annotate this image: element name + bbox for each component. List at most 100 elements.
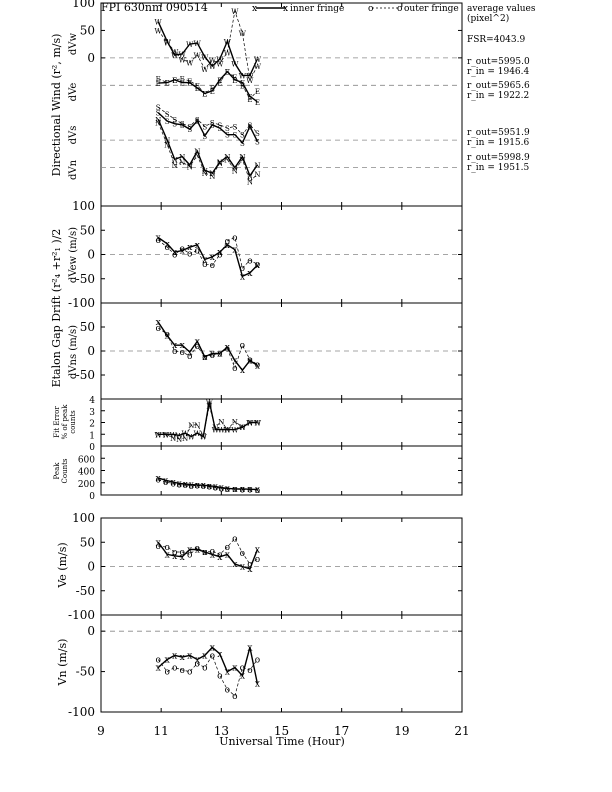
ylabel-dve: dVe — [68, 83, 79, 102]
point-N-inner: N — [194, 148, 200, 156]
point-S-inner: S — [255, 138, 260, 146]
point-outer: o — [183, 481, 188, 491]
point-outer: o — [217, 550, 222, 560]
point-inner: x — [225, 550, 230, 560]
point-S-outer: S — [180, 121, 185, 129]
point-N-inner: N — [209, 170, 215, 178]
point-outer: o — [217, 251, 222, 261]
point-S-outer: S — [225, 125, 230, 133]
ylabel-dvew: dVew (m/s) — [68, 227, 79, 283]
annotation-n-rin: r_in = 1951.5 — [467, 163, 530, 173]
point-N-inner: N — [179, 154, 185, 162]
point-inner: x — [202, 353, 207, 363]
y-tick-label: 200 — [78, 480, 95, 490]
annotation-n: r_out=5998.9 r_in = 1951.5 — [467, 153, 530, 173]
point-outer: o — [155, 655, 160, 665]
point-fit-w: W — [188, 434, 196, 442]
point-outer: o — [247, 256, 252, 266]
point-inner: x — [232, 485, 237, 495]
y-tick-label: 0 — [89, 443, 95, 453]
point-inner: x — [217, 349, 222, 359]
point-outer: o — [247, 560, 252, 570]
point-N-inner: N — [247, 173, 253, 181]
y-tick-label: 600 — [78, 455, 95, 465]
point-S-outer: S — [165, 111, 170, 119]
point-S-inner: S — [172, 121, 177, 129]
point-E-inner: E — [156, 80, 161, 88]
point-fit-n: N — [218, 418, 224, 426]
point-N-outer: N — [224, 156, 230, 164]
point-outer: o — [189, 482, 194, 492]
point-W-inner: W — [155, 19, 163, 27]
point-outer: o — [164, 668, 169, 678]
annotation-e-rout: r_out=5965.6 — [467, 81, 530, 91]
point-S-outer: S — [240, 132, 245, 140]
point-inner: x — [255, 680, 260, 690]
point-W-outer: W — [209, 57, 217, 65]
y-tick-label: 0 — [87, 624, 95, 638]
point-E-outer: E — [255, 88, 260, 96]
point-outer: o — [201, 482, 206, 492]
point-E-inner: E — [232, 77, 237, 85]
point-inner: x — [156, 474, 161, 484]
point-E-inner: E — [217, 77, 222, 85]
point-fit-w: W — [162, 431, 170, 439]
point-S-outer: S — [248, 122, 253, 130]
point-inner: x — [195, 337, 200, 347]
point-outer: o — [240, 341, 245, 351]
ylabel-peak-counts: Counts — [61, 458, 69, 483]
point-fit-n: N — [188, 422, 194, 430]
point-inner: x — [156, 234, 161, 244]
series-line-inner — [157, 236, 258, 278]
point-fit-n: N — [194, 422, 200, 430]
point-S-inner: S — [240, 140, 245, 148]
point-outer: o — [219, 484, 224, 494]
point-S-inner: S — [210, 122, 215, 130]
point-N-inner: N — [202, 167, 208, 175]
point-inner: x — [187, 546, 192, 556]
point-N-inner: N — [254, 162, 260, 170]
point-E-outer: E — [210, 85, 215, 93]
point-inner: x — [232, 560, 237, 570]
point-N-outer: N — [194, 153, 200, 161]
point-inner: x — [187, 348, 192, 358]
point-inner: x — [225, 668, 230, 678]
point-S-outer: S — [156, 104, 161, 112]
point-fit-n: N — [200, 432, 206, 440]
point-inner: x — [180, 553, 185, 563]
series-line-inner — [157, 321, 258, 372]
point-outer: o — [172, 347, 177, 357]
point-N-outer: N — [254, 171, 260, 179]
point-S-inner: S — [202, 133, 207, 141]
point-fit-w: W — [254, 420, 262, 428]
point-W-inner: W — [179, 51, 187, 59]
point-outer: o — [202, 260, 207, 270]
point-fit-w: W — [182, 430, 190, 438]
ylabel-dvns: dVns (m/s) — [68, 325, 79, 379]
point-fit-n: N — [254, 420, 260, 428]
point-outer: o — [225, 685, 230, 695]
point-inner: x — [172, 552, 177, 562]
point-inner: x — [165, 240, 170, 250]
point-outer: o — [187, 352, 192, 362]
point-outer: o — [187, 550, 192, 560]
point-S-outer: S — [210, 120, 215, 128]
point-N-inner: N — [187, 162, 193, 170]
point-W-outer: W — [254, 63, 262, 71]
point-inner: x — [165, 550, 170, 560]
y-tick-label: 400 — [78, 468, 95, 478]
point-E-inner: E — [172, 77, 177, 85]
point-inner: x — [180, 653, 185, 663]
point-fit-w: W — [224, 427, 232, 435]
point-outer: o — [155, 236, 160, 246]
annotation-e: r_out=5965.6 r_in = 1922.2 — [467, 81, 530, 101]
y-tick-label: -100 — [68, 296, 95, 310]
point-inner: x — [187, 243, 192, 253]
point-E-outer: E — [187, 78, 192, 86]
point-fit-n: N — [170, 435, 176, 443]
point-W-inner: W — [254, 56, 262, 64]
point-outer: o — [202, 548, 207, 558]
point-outer: o — [255, 555, 260, 565]
point-outer: o — [247, 485, 252, 495]
point-fit-n: N — [212, 424, 218, 432]
